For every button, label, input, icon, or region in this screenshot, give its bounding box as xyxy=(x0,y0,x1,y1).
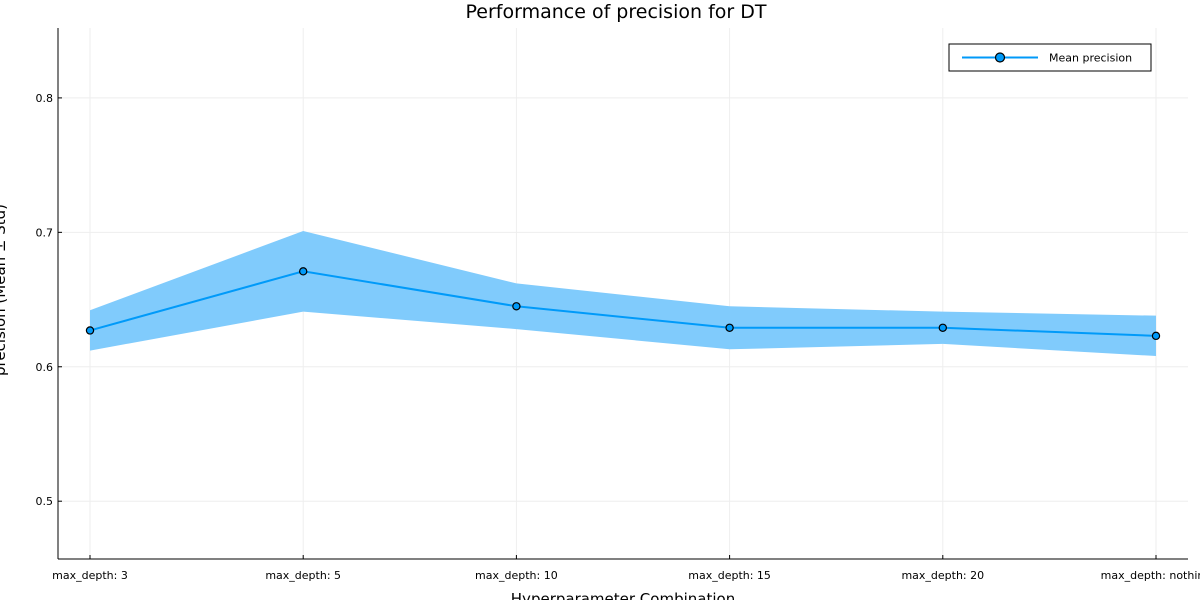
data-point xyxy=(512,302,521,311)
y-tick-label: 0.8 xyxy=(36,92,54,105)
x-tick-label: max_depth: 20 xyxy=(901,569,984,582)
x-tick-label: max_depth: nothing xyxy=(1101,569,1200,582)
axes xyxy=(57,28,1188,560)
mean-markers xyxy=(85,267,1161,341)
y-tick-label: 0.6 xyxy=(36,361,54,374)
legend-label: Mean precision xyxy=(1049,52,1132,65)
data-point xyxy=(938,323,948,332)
y-axis-label: precision (Mean ± Std) xyxy=(0,204,9,376)
legend-box xyxy=(948,43,1152,72)
x-tick-label: max_depth: 5 xyxy=(265,569,341,582)
mean-line-group xyxy=(89,270,1157,337)
chart-title: Performance of precision for DT xyxy=(466,1,767,23)
mean-line xyxy=(89,270,1157,337)
y-tick-label: 0.7 xyxy=(36,226,54,239)
x-tick-label: max_depth: 3 xyxy=(52,569,128,582)
data-point xyxy=(725,323,734,332)
x-axis-label: Hyperparameter Combination xyxy=(511,590,735,600)
y-tick-label: 0.5 xyxy=(36,495,54,508)
std-band xyxy=(90,230,1156,357)
data-point xyxy=(85,326,95,335)
data-point xyxy=(299,267,308,276)
legend-marker xyxy=(994,52,1006,63)
x-tick-label: max_depth: 15 xyxy=(688,569,771,582)
legend: Mean precision xyxy=(948,43,1152,72)
data-point xyxy=(1151,331,1161,341)
x-tick-label: max_depth: 10 xyxy=(475,569,558,582)
std-band-area xyxy=(90,230,1156,357)
y-tick-labels: 0.5 0.6 0.7 0.8 xyxy=(36,92,54,508)
x-tick-labels: max_depth: 3 max_depth: 5 max_depth: 10 max… xyxy=(52,569,1200,582)
